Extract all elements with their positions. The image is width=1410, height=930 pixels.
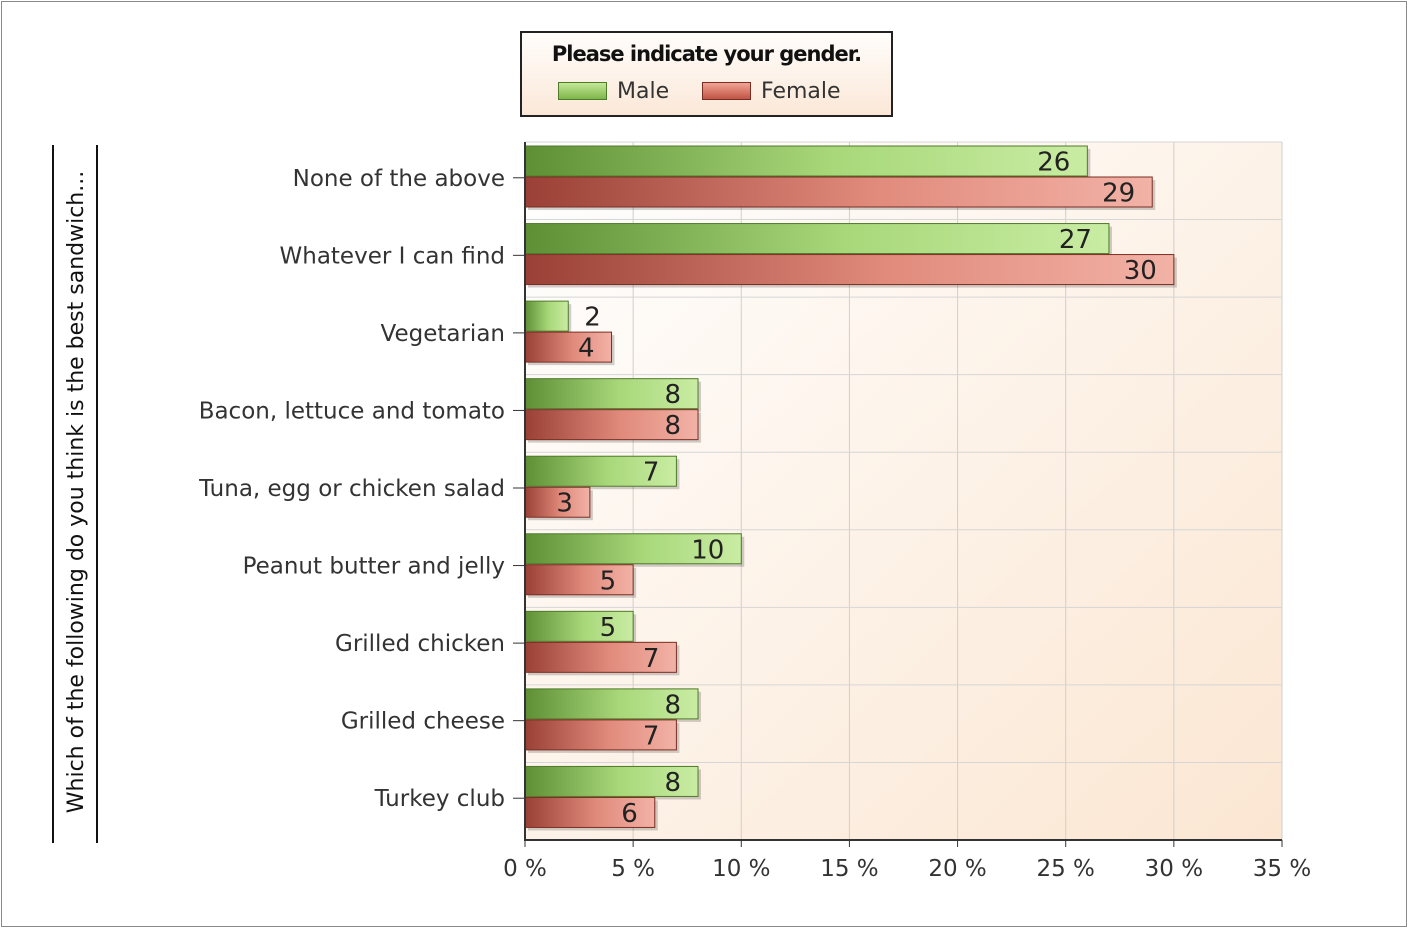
x-tick-label: 5 %: [611, 856, 655, 882]
bar-male: [524, 145, 1088, 177]
data-label-female: 30: [1124, 256, 1157, 286]
bar-female: [524, 176, 1153, 208]
bar-male: [524, 223, 1110, 255]
category-label: Bacon, lettuce and tomato: [199, 398, 505, 424]
bar-female: [524, 719, 677, 751]
legend-label-female: Female: [761, 78, 841, 104]
data-label-male: 2: [584, 303, 601, 333]
bar-male: [524, 610, 634, 642]
x-tick-label: 30 %: [1145, 856, 1203, 882]
y-axis-label: Which of the following do you think is t…: [64, 171, 89, 813]
legend-label-male: Male: [617, 78, 670, 104]
bar-female: [524, 331, 613, 363]
bar-male: [524, 455, 677, 487]
legend-entry-female: Female: [702, 78, 841, 104]
data-label-female: 3: [556, 489, 573, 519]
bar-female: [524, 409, 699, 441]
x-tick-label: 15 %: [820, 856, 878, 882]
data-label-female: 4: [578, 334, 595, 364]
category-label: Vegetarian: [381, 321, 505, 347]
bar-female: [524, 254, 1175, 286]
bar-male: [524, 765, 699, 797]
bar-female: [524, 486, 591, 518]
data-label-female: 7: [643, 721, 660, 751]
legend-entry-male: Male: [558, 78, 670, 104]
data-label-male: 8: [664, 768, 681, 798]
data-label-female: 6: [621, 799, 638, 829]
data-label-female: 5: [600, 566, 617, 596]
bar-male: [524, 378, 699, 410]
data-label-male: 8: [664, 690, 681, 720]
category-label: Turkey club: [374, 786, 505, 812]
data-label-female: 7: [643, 644, 660, 674]
legend: Please indicate your gender. Male Female: [520, 31, 893, 117]
x-tick-label: 20 %: [928, 856, 986, 882]
bar-female: [524, 641, 677, 673]
category-labels: None of the above Whatever I can find Vege…: [198, 166, 505, 812]
category-label: Peanut butter and jelly: [243, 554, 505, 580]
category-label: Grilled chicken: [335, 631, 505, 657]
x-tick-label: 25 %: [1036, 856, 1094, 882]
data-label-male: 26: [1037, 148, 1070, 178]
data-label-male: 7: [643, 458, 660, 488]
y-axis-title: Which of the following do you think is t…: [52, 145, 98, 843]
data-label-male: 8: [664, 380, 681, 410]
bar-male: [524, 533, 742, 565]
legend-title: Please indicate your gender.: [551, 42, 862, 66]
x-tick-label: 10 %: [712, 856, 770, 882]
bar-female: [524, 564, 634, 596]
x-tick-label: 0 %: [503, 856, 547, 882]
category-label: Tuna, egg or chicken salad: [198, 476, 505, 502]
axes: [513, 142, 1283, 847]
category-label: None of the above: [293, 166, 505, 192]
data-label-female: 8: [664, 411, 681, 441]
data-label-male: 10: [691, 535, 724, 565]
legend-swatch-male: [558, 82, 607, 100]
x-tick-labels: 0 % 5 % 10 % 15 % 20 % 25 % 30 % 35 %: [503, 856, 1311, 882]
x-tick-label: 35 %: [1253, 856, 1311, 882]
legend-swatch-female: [702, 82, 751, 100]
data-label-male: 5: [600, 613, 617, 643]
bar-male: [524, 300, 569, 332]
category-label: Grilled cheese: [341, 709, 505, 735]
data-label-male: 27: [1059, 225, 1092, 255]
category-label: Whatever I can find: [280, 243, 506, 269]
data-label-female: 29: [1102, 179, 1135, 209]
